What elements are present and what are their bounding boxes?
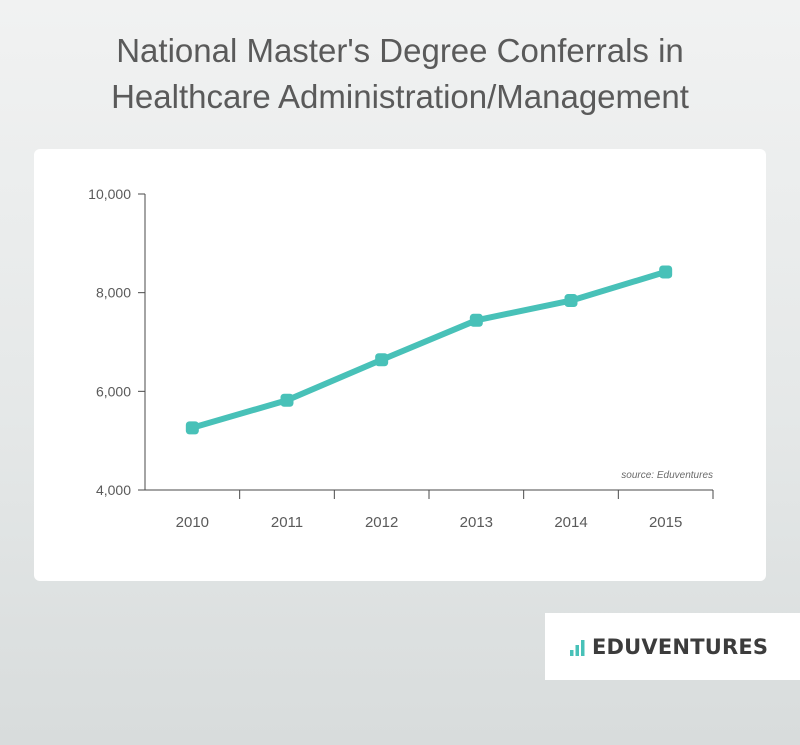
y-tick-label: 6,000: [96, 383, 131, 399]
y-tick-label: 10,000: [88, 186, 131, 202]
chart-title-line-2: Healthcare Administration/Management: [111, 78, 689, 115]
source-note: source: Eduventures: [621, 470, 713, 481]
eduventures-logo: EDUVENTURES: [545, 613, 800, 680]
logo-bar-2: [575, 645, 579, 656]
data-point: [469, 313, 483, 327]
x-tick-label: 2012: [365, 514, 398, 531]
data-point: [375, 353, 389, 367]
x-tick-label: 2015: [649, 514, 682, 531]
line-chart: 4,000 6,000 8,000 10,000 2010 2011 2012 2013 201…: [88, 186, 714, 531]
y-tick-label: 4,000: [96, 482, 131, 498]
data-point: [564, 294, 578, 308]
logo-bar-1: [570, 650, 574, 656]
x-tick-label: 2010: [176, 514, 209, 531]
series-line: [189, 268, 669, 431]
x-tick-label: 2011: [271, 514, 303, 531]
x-tick-label: 2013: [460, 514, 493, 531]
data-point: [659, 265, 673, 279]
x-tick-label: 2014: [554, 514, 587, 531]
y-tick-label: 8,000: [96, 285, 131, 301]
chart-title: National Master's Degree Conferrals in H…: [0, 28, 800, 120]
bar-chart-icon: [570, 640, 585, 656]
data-point: [280, 393, 294, 407]
logo-text: EDUVENTURES: [592, 635, 769, 659]
chart-title-line-1: National Master's Degree Conferrals in: [116, 32, 684, 69]
logo-bar-3: [581, 640, 585, 656]
data-point: [185, 421, 199, 435]
chart-card: 4,000 6,000 8,000 10,000 2010 2011 2012 2013 201…: [34, 149, 766, 581]
